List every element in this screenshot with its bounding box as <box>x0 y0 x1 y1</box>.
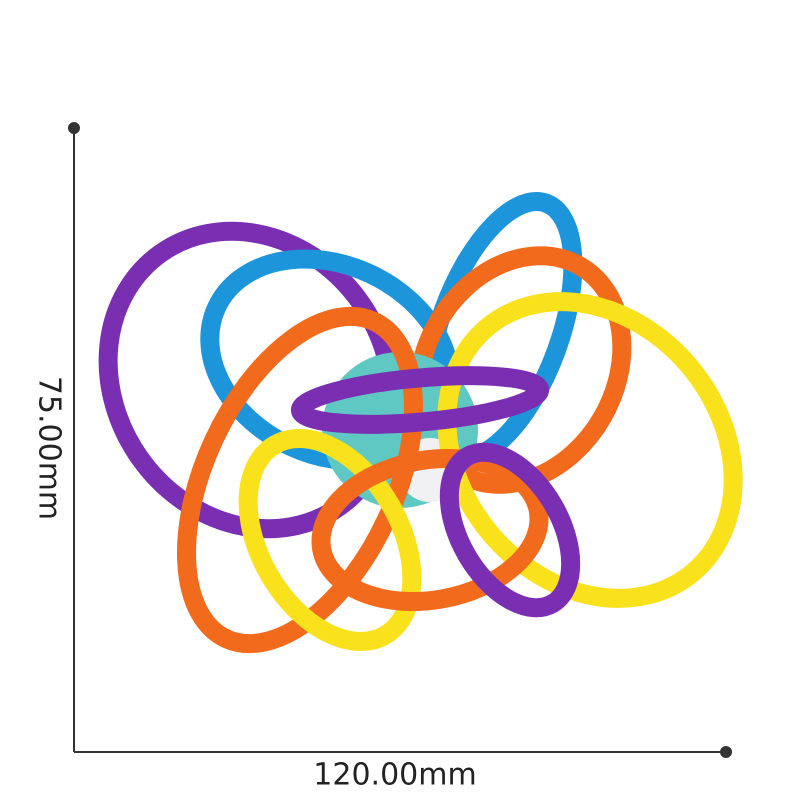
height-end-dot <box>68 122 80 134</box>
toy <box>98 191 743 654</box>
toy-loop <box>290 366 550 434</box>
toy-loop <box>176 306 424 654</box>
toy-loop <box>311 448 549 612</box>
width-end-dot <box>720 746 732 758</box>
toy-loop <box>439 442 581 618</box>
height-label: 75.00mm <box>32 376 67 520</box>
width-label: 120.00mm <box>313 758 476 793</box>
toy-loop <box>238 429 422 651</box>
toy-loop <box>437 292 743 608</box>
